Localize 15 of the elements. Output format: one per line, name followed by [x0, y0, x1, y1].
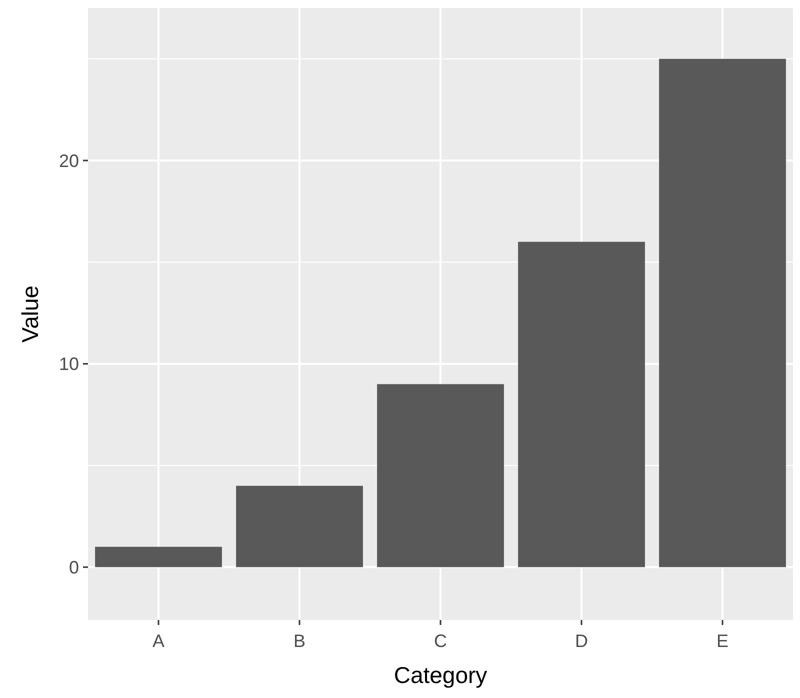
- x-tick-label: C: [434, 631, 447, 651]
- x-tick-label: D: [575, 631, 588, 651]
- y-tick-label: 0: [68, 557, 79, 578]
- x-tick-label: E: [716, 631, 729, 651]
- x-tick-label: B: [293, 631, 306, 651]
- bar: [236, 486, 363, 568]
- bar: [518, 242, 645, 568]
- bar: [95, 546, 222, 568]
- x-tick-label: A: [152, 631, 165, 651]
- y-tick-label: 20: [58, 150, 79, 171]
- y-axis-title: Value: [17, 285, 43, 343]
- x-axis-title: Category: [394, 662, 488, 688]
- bar: [659, 58, 786, 568]
- bar: [377, 384, 504, 568]
- y-tick-label: 10: [58, 354, 79, 374]
